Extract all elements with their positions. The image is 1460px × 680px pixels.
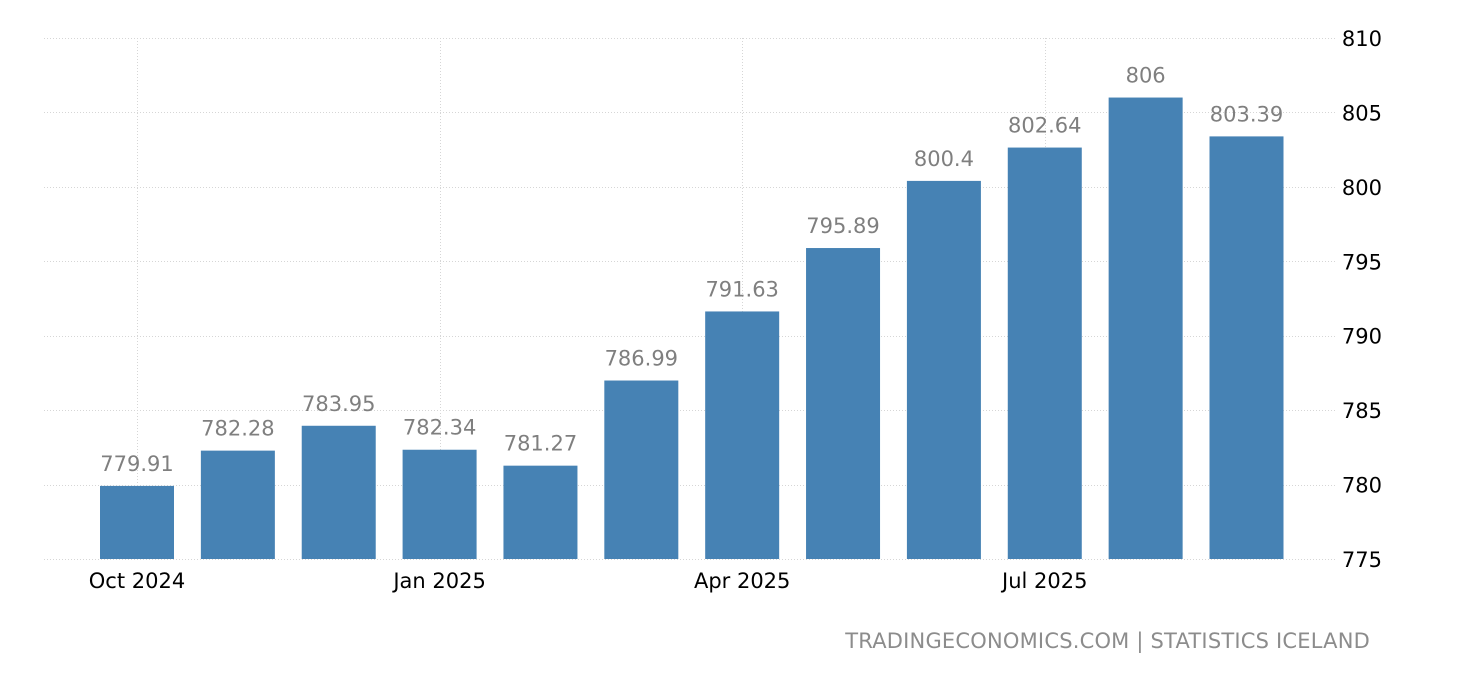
x-tick-label: Jul 2025 xyxy=(1000,569,1087,593)
y-tick-label: 800 xyxy=(1342,176,1382,200)
bar-value-label: 806 xyxy=(1126,64,1166,88)
x-tick-label: Oct 2024 xyxy=(89,569,185,593)
y-tick-label: 795 xyxy=(1342,250,1382,274)
bar xyxy=(1209,136,1284,559)
bar xyxy=(402,449,477,559)
bar xyxy=(200,450,275,559)
bar-value-label: 779.91 xyxy=(100,452,173,476)
y-tick-label: 775 xyxy=(1342,548,1382,572)
bar-value-label: 786.99 xyxy=(605,347,678,371)
bar-value-label: 791.63 xyxy=(705,277,778,301)
bar xyxy=(1007,147,1082,560)
y-tick-label: 780 xyxy=(1342,474,1382,498)
bar-value-label: 803.39 xyxy=(1210,102,1283,126)
source-credit: TRADINGECONOMICS.COM | STATISTICS ICELAN… xyxy=(845,629,1370,653)
bar xyxy=(604,380,679,559)
bar-value-label: 781.27 xyxy=(504,432,577,456)
bar-value-label: 783.95 xyxy=(302,392,375,416)
bar xyxy=(1108,97,1183,560)
bar xyxy=(301,425,376,559)
bar-value-label: 800.4 xyxy=(914,147,974,171)
bar-value-label: 795.89 xyxy=(806,214,879,238)
bar xyxy=(806,248,881,560)
bar-value-label: 782.34 xyxy=(403,416,476,440)
y-tick-label: 790 xyxy=(1342,325,1382,349)
y-tick-label: 805 xyxy=(1342,101,1382,125)
bar xyxy=(705,311,780,559)
bar xyxy=(503,465,578,559)
x-tick-label: Jan 2025 xyxy=(391,569,486,593)
x-tick-label: Apr 2025 xyxy=(694,569,790,593)
bar-value-label: 782.28 xyxy=(201,417,274,441)
bar-value-label: 802.64 xyxy=(1008,114,1081,138)
y-tick-label: 810 xyxy=(1342,27,1382,51)
y-tick-label: 785 xyxy=(1342,399,1382,423)
bar xyxy=(100,485,174,559)
bar xyxy=(906,180,981,559)
